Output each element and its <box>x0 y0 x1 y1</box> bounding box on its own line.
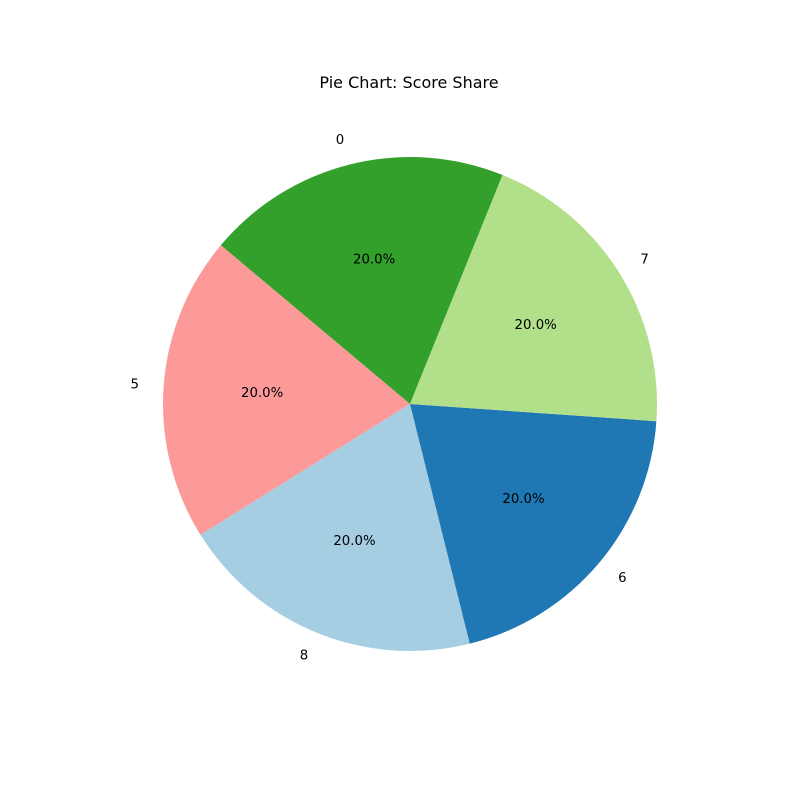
slice-percent-7: 20.0% <box>515 318 557 333</box>
pie-slice-0 <box>220 157 503 404</box>
pie-slice-7 <box>410 174 657 422</box>
slice-percent-8: 20.0% <box>333 534 375 549</box>
slice-percent-6: 20.0% <box>502 492 544 507</box>
slice-label-7: 7 <box>640 253 648 268</box>
pie-slice-6 <box>410 404 657 644</box>
slice-percent-5: 20.0% <box>241 386 283 401</box>
pie-slice-8 <box>200 404 470 651</box>
pie-slice-5 <box>163 245 410 535</box>
pie-labels: 0 20.0% 5 20.0% 8 20.0% 6 20.0% 7 20.0% <box>130 133 648 664</box>
slice-label-8: 8 <box>300 648 308 663</box>
slice-label-5: 5 <box>130 378 138 393</box>
pie-slices <box>163 157 657 651</box>
chart-title: Pie Chart: Score Share <box>319 73 498 92</box>
slice-percent-0: 20.0% <box>353 253 395 268</box>
slice-label-6: 6 <box>618 571 626 586</box>
slice-label-0: 0 <box>336 133 344 148</box>
